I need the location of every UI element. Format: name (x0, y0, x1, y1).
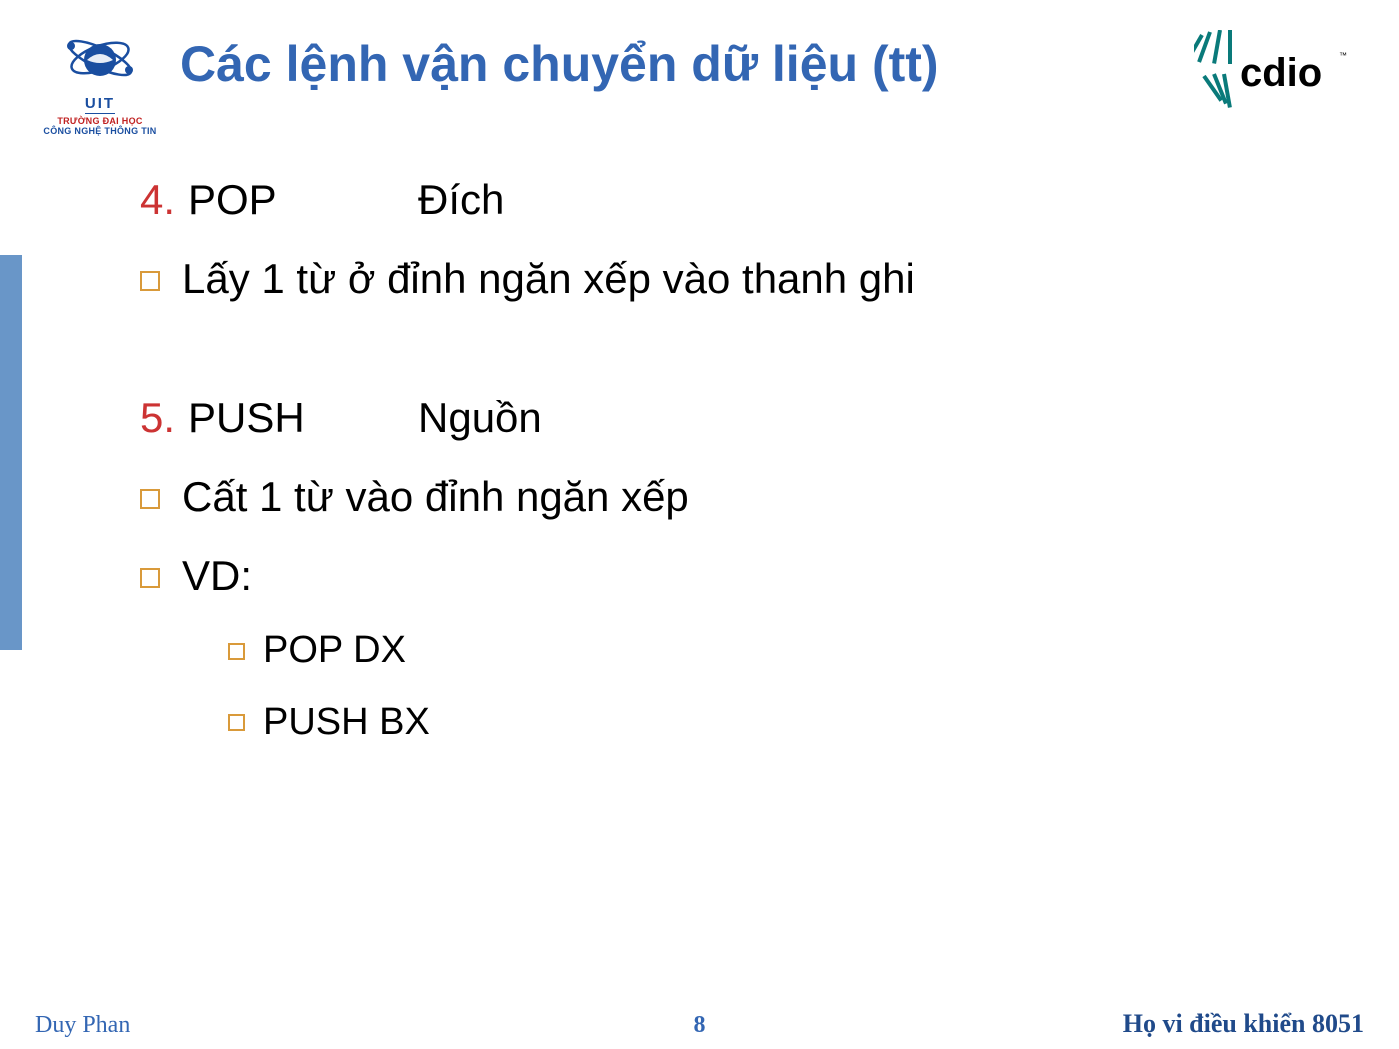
item-5-num: 5. (140, 388, 188, 449)
uit-logo: UIT TRƯỜNG ĐẠI HỌC CÔNG NGHỆ THÔNG TIN (40, 18, 160, 136)
item-5-arg: Nguồn (418, 388, 542, 449)
slide-header: UIT TRƯỜNG ĐẠI HỌC CÔNG NGHỆ THÔNG TIN C… (0, 0, 1399, 150)
example-2-text: PUSH BX (263, 696, 430, 749)
bullet-icon (140, 568, 160, 588)
item-4-num: 4. (140, 170, 188, 231)
svg-text:cdio: cdio (1240, 51, 1322, 95)
uit-emblem-icon (55, 18, 145, 93)
desc-5-text: Cất 1 từ vào đỉnh ngăn xếp (182, 467, 689, 528)
uit-sub1: TRƯỜNG ĐẠI HỌC (40, 116, 160, 126)
sidebar-accent (0, 255, 22, 650)
example-1-text: POP DX (263, 624, 406, 677)
spacer (140, 328, 1240, 388)
svg-text:™: ™ (1339, 51, 1347, 60)
cdio-logo: cdio ™ (1194, 30, 1354, 110)
example-1: POP DX (228, 624, 1240, 677)
footer-course: Họ vi điều khiển 8051 (1123, 1009, 1364, 1039)
item-5: 5. PUSH Nguồn (140, 388, 1240, 449)
item-4-cmd: POP (188, 170, 418, 231)
bullet-icon (140, 271, 160, 291)
vd-label-row: VD: (140, 546, 1240, 607)
slide-content: 4. POP Đích Lấy 1 từ ở đỉnh ngăn xếp vào… (140, 170, 1240, 767)
desc-5: Cất 1 từ vào đỉnh ngăn xếp (140, 467, 1240, 528)
item-5-cmd: PUSH (188, 388, 418, 449)
uit-text: UIT (85, 95, 115, 114)
uit-sub2: CÔNG NGHỆ THÔNG TIN (40, 126, 160, 136)
example-2: PUSH BX (228, 696, 1240, 749)
footer-author: Duy Phan (35, 1012, 130, 1039)
slide-title: Các lệnh vận chuyển dữ liệu (tt) (180, 35, 939, 93)
slide-footer: Duy Phan 8 Họ vi điều khiển 8051 (0, 999, 1399, 1039)
vd-label: VD: (182, 546, 252, 607)
desc-4: Lấy 1 từ ở đỉnh ngăn xếp vào thanh ghi (140, 249, 1240, 310)
bullet-icon (228, 643, 245, 660)
desc-4-text: Lấy 1 từ ở đỉnh ngăn xếp vào thanh ghi (182, 249, 915, 310)
bullet-icon (228, 714, 245, 731)
bullet-icon (140, 489, 160, 509)
item-4: 4. POP Đích (140, 170, 1240, 231)
item-4-arg: Đích (418, 170, 504, 231)
footer-page-number: 8 (694, 1012, 706, 1039)
